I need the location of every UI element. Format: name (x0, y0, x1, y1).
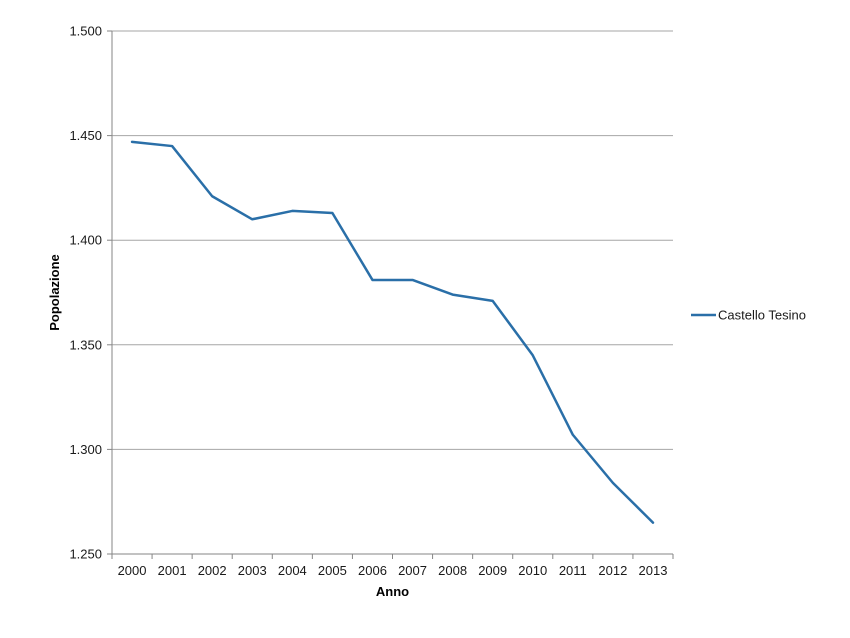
x-tick-label: 2000 (118, 563, 147, 578)
x-tick-label: 2010 (518, 563, 547, 578)
y-tick-label: 1.250 (69, 547, 102, 562)
y-tick-label: 1.350 (69, 337, 102, 352)
x-tick-label: 2008 (438, 563, 467, 578)
x-tick-label: 2004 (278, 563, 307, 578)
x-tick-labels: 2000 2001 2002 2003 2004 2005 2006 2007 2008 2009… (118, 563, 668, 578)
y-tick-label: 1.400 (69, 233, 102, 248)
y-tick-label: 1.300 (69, 442, 102, 457)
y-tick-labels: 1.250 1.300 1.350 1.400 1.450 1.500 (69, 24, 102, 562)
x-tick-label: 2007 (398, 563, 427, 578)
x-axis-title: Anno (376, 584, 409, 599)
x-tick-label: 2012 (598, 563, 627, 578)
x-tick-label: 2006 (358, 563, 387, 578)
series (130, 140, 655, 524)
legend-label: Castello Tesino (718, 308, 806, 323)
x-tick-label: 2002 (198, 563, 227, 578)
series-line (130, 140, 655, 524)
x-tick-label: 2013 (639, 563, 668, 578)
x-tick-label: 2003 (238, 563, 267, 578)
legend: Castello Tesino (691, 308, 806, 323)
gridlines (112, 30, 673, 450)
y-axis-title: Popolazione (47, 254, 62, 331)
x-tick-label: 2009 (478, 563, 507, 578)
y-tick-label: 1.450 (69, 128, 102, 143)
x-tick-label: 2011 (559, 563, 587, 578)
x-tick-label: 2001 (158, 563, 187, 578)
axes (107, 30, 674, 559)
x-tick-label: 2005 (318, 563, 347, 578)
y-tick-label: 1.500 (69, 24, 102, 39)
